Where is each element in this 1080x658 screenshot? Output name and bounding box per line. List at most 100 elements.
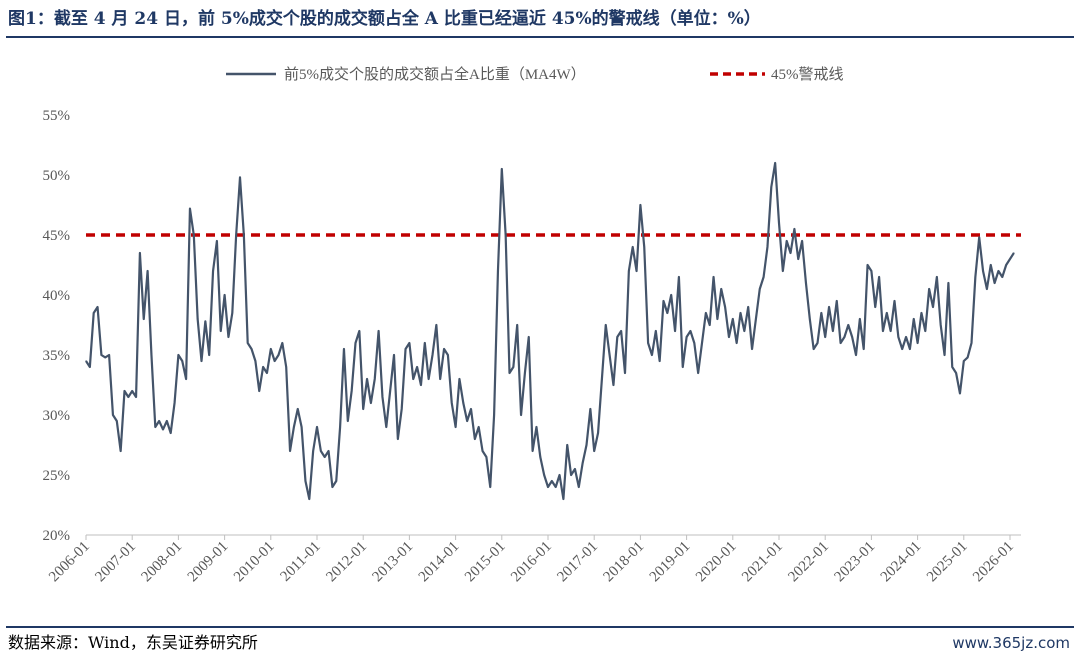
x-tick-label: 2022-01 xyxy=(785,539,832,586)
data-point xyxy=(682,366,684,368)
data-point xyxy=(967,356,969,358)
data-point xyxy=(709,324,711,326)
data-point xyxy=(651,354,653,356)
data-point xyxy=(736,342,738,344)
data-point xyxy=(127,396,129,398)
data-point xyxy=(836,300,838,302)
data-point xyxy=(154,426,156,428)
data-point xyxy=(462,402,464,404)
data-point xyxy=(220,330,222,332)
x-tick-label: 2020-01 xyxy=(693,539,740,586)
data-point xyxy=(843,336,846,338)
data-point xyxy=(208,354,210,356)
data-point xyxy=(150,354,153,356)
data-point xyxy=(104,356,106,358)
data-point xyxy=(374,378,376,380)
x-tick-label: 2009-01 xyxy=(185,539,232,586)
data-point xyxy=(605,324,607,326)
x-tick-label: 2024-01 xyxy=(878,539,925,586)
y-tick-label: 35% xyxy=(43,348,71,364)
data-point xyxy=(366,378,368,380)
data-point xyxy=(93,312,95,314)
data-point xyxy=(932,306,934,308)
data-point xyxy=(512,366,514,368)
data-point xyxy=(216,240,218,242)
y-tick-label: 45% xyxy=(43,228,71,244)
data-point xyxy=(562,498,565,500)
data-point xyxy=(789,252,792,254)
y-tick-label: 25% xyxy=(43,468,71,484)
data-point xyxy=(697,372,699,374)
data-point xyxy=(824,336,826,338)
data-point xyxy=(901,348,903,350)
data-point xyxy=(1013,252,1015,254)
data-point xyxy=(131,390,133,392)
data-point xyxy=(628,270,630,272)
data-point xyxy=(816,342,819,344)
data-point xyxy=(647,342,649,344)
data-point xyxy=(147,270,149,272)
data-point xyxy=(936,276,938,278)
data-point xyxy=(224,294,226,296)
x-tick-label: 2007-01 xyxy=(92,539,139,586)
data-point xyxy=(943,354,946,356)
data-point xyxy=(281,342,283,344)
data-point xyxy=(655,330,657,332)
data-point xyxy=(270,348,272,350)
data-point xyxy=(381,396,384,398)
source-note: 数据来源：Wind，东吴证券研究所 xyxy=(8,633,258,652)
data-point xyxy=(851,336,853,338)
data-point xyxy=(420,384,422,386)
y-axis: 20% 25% 30% 35% 40% 45% 50% 55% xyxy=(43,108,71,544)
data-point xyxy=(297,408,299,410)
data-point xyxy=(917,342,919,344)
data-point xyxy=(362,408,364,410)
x-tick-label: 2006-01 xyxy=(46,539,93,586)
data-point xyxy=(940,324,942,326)
data-point xyxy=(112,414,114,416)
data-point xyxy=(597,432,599,434)
data-point xyxy=(508,372,511,374)
data-point xyxy=(404,348,407,350)
data-point xyxy=(197,318,199,320)
data-point xyxy=(139,252,141,254)
watermark: www.365jz.com xyxy=(952,634,1070,652)
data-point xyxy=(928,288,930,290)
data-point xyxy=(324,456,326,458)
data-point xyxy=(108,354,110,356)
data-point xyxy=(732,318,734,320)
data-point xyxy=(743,330,745,332)
data-point xyxy=(1005,264,1007,266)
data-point xyxy=(689,330,692,332)
data-point xyxy=(177,354,179,356)
data-point xyxy=(370,402,372,404)
data-point xyxy=(963,360,965,362)
data-point xyxy=(947,282,950,284)
data-point xyxy=(832,330,834,332)
legend-label-series: 前5%成交个股的成交额占全A比重（MA4W） xyxy=(284,65,586,83)
bottom-rule xyxy=(6,626,1074,628)
data-point xyxy=(724,306,726,308)
data-point xyxy=(786,240,788,242)
data-point xyxy=(289,450,291,452)
data-point xyxy=(739,312,742,314)
data-point xyxy=(890,330,892,332)
data-point xyxy=(813,348,815,350)
data-point xyxy=(609,354,611,356)
data-point xyxy=(524,372,526,374)
x-tick-label: 2023-01 xyxy=(832,539,879,586)
data-point xyxy=(712,276,715,278)
x-tick-label: 2010-01 xyxy=(231,539,278,586)
data-point xyxy=(763,276,765,278)
data-point xyxy=(428,378,430,380)
data-point xyxy=(924,330,926,332)
data-point xyxy=(558,474,561,476)
data-point xyxy=(955,372,957,374)
data-point xyxy=(158,420,160,422)
data-point xyxy=(262,366,264,368)
data-point xyxy=(162,428,164,430)
x-tick-label: 2021-01 xyxy=(739,539,786,586)
data-point xyxy=(316,426,318,428)
x-tick-label: 2015-01 xyxy=(462,539,509,586)
data-point xyxy=(485,456,487,458)
